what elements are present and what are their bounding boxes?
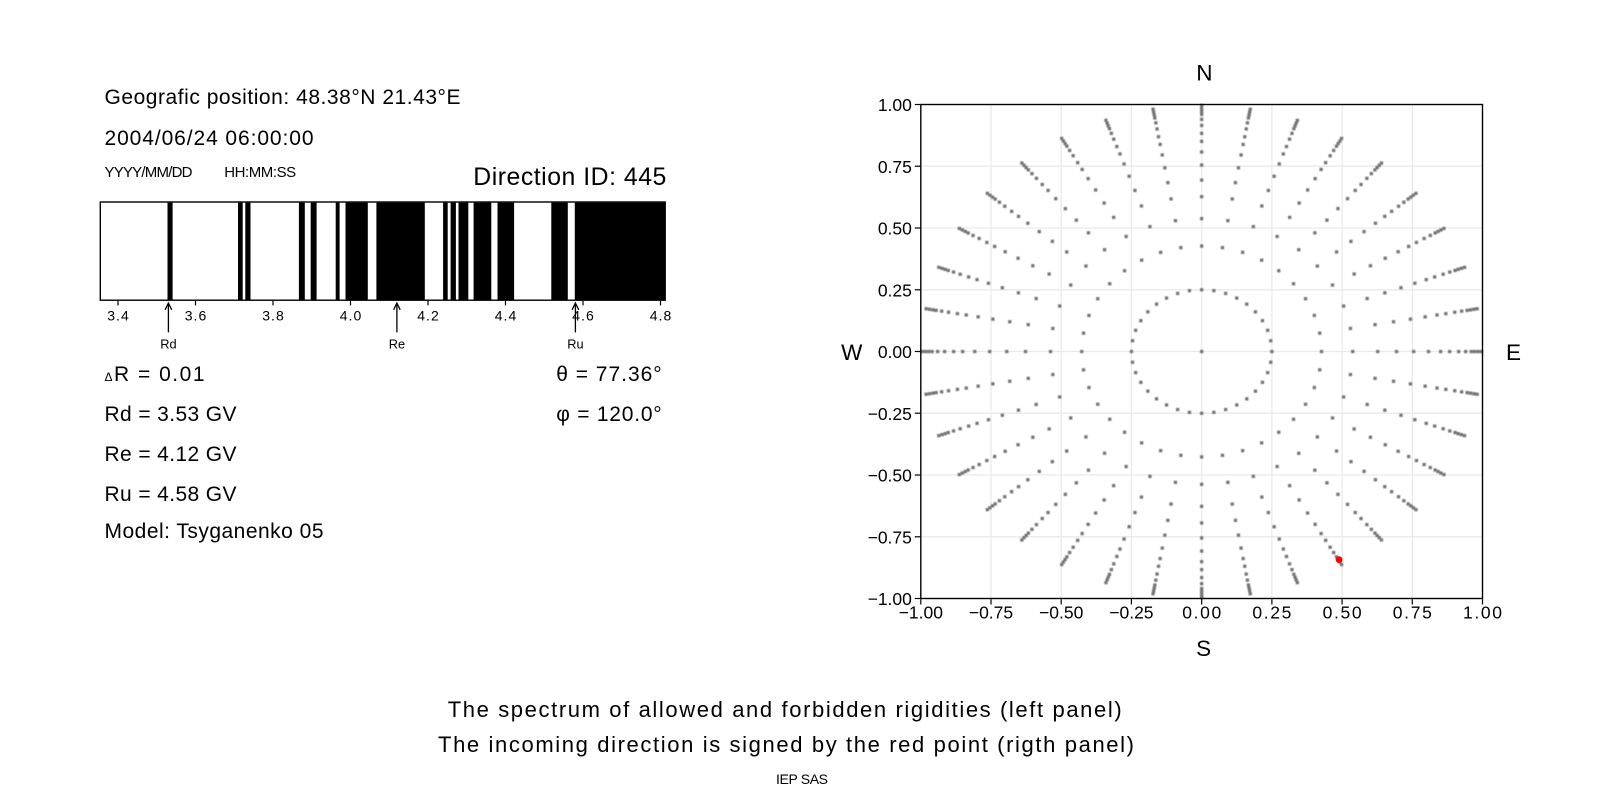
svg-text:−0.75: −0.75 <box>969 603 1013 623</box>
svg-text:0.75: 0.75 <box>878 157 912 177</box>
svg-text:Re = 4.12 GV: Re = 4.12 GV <box>105 443 237 466</box>
svg-text:−0.25: −0.25 <box>868 404 912 424</box>
svg-text:IEP SAS: IEP SAS <box>776 771 828 787</box>
svg-text:4.2: 4.2 <box>417 307 439 323</box>
svg-text:Ru: Ru <box>567 337 583 352</box>
svg-text:−0.25: −0.25 <box>1109 603 1153 623</box>
svg-text:2004/06/24 06:00:00: 2004/06/24 06:00:00 <box>105 127 314 150</box>
svg-text:YYYY/MM/DD: YYYY/MM/DD <box>105 164 193 181</box>
svg-text:3.6: 3.6 <box>185 307 207 323</box>
svg-text:HH:MM:SS: HH:MM:SS <box>224 164 296 181</box>
svg-text:0.25: 0.25 <box>1252 603 1291 623</box>
svg-text:4.0: 4.0 <box>340 307 362 323</box>
svg-text:The spectrum of allowed and fo: The spectrum of allowed and forbidden ri… <box>448 697 1122 722</box>
svg-text:3.8: 3.8 <box>262 307 284 323</box>
svg-text:4.8: 4.8 <box>650 307 672 323</box>
svg-text:The incoming direction is sign: The incoming direction is signed by the … <box>438 732 1134 757</box>
svg-text:Model: Tsyganenko 05: Model: Tsyganenko 05 <box>105 520 324 543</box>
svg-text:−0.50: −0.50 <box>868 466 913 486</box>
svg-text:Direction ID: 445: Direction ID: 445 <box>473 164 666 191</box>
svg-text:0.00: 0.00 <box>1182 603 1221 623</box>
svg-text:N: N <box>1196 61 1212 86</box>
svg-text:1.00: 1.00 <box>878 95 912 115</box>
svg-text:0.50: 0.50 <box>878 219 912 239</box>
svg-text:−1.00: −1.00 <box>899 603 944 623</box>
svg-text:4.4: 4.4 <box>495 307 517 323</box>
svg-text:0.50: 0.50 <box>1323 603 1362 623</box>
svg-text:3.4: 3.4 <box>107 307 129 323</box>
svg-text:Rd: Rd <box>160 337 176 352</box>
svg-text:−0.75: −0.75 <box>868 527 912 547</box>
svg-text:−1.00: −1.00 <box>868 589 913 609</box>
svg-text:E: E <box>1506 340 1521 365</box>
svg-text:Geografic position: 48.38°N 21: Geografic position: 48.38°N 21.43°E <box>105 86 461 109</box>
svg-text:4.6: 4.6 <box>572 307 594 323</box>
svg-text:Re: Re <box>389 337 405 352</box>
svg-text:0.75: 0.75 <box>1393 603 1432 623</box>
svg-text:0.25: 0.25 <box>878 280 912 300</box>
svg-text:1.00: 1.00 <box>1463 603 1502 623</box>
svg-text:0.00: 0.00 <box>878 342 912 362</box>
svg-text:Rd = 3.53 GV: Rd = 3.53 GV <box>105 403 237 426</box>
svg-text:φ = 120.0°: φ = 120.0° <box>556 403 662 426</box>
svg-text:ΔR = 0.01: ΔR = 0.01 <box>105 363 205 386</box>
svg-text:W: W <box>841 340 863 365</box>
svg-text:S: S <box>1196 636 1211 661</box>
svg-text:−0.50: −0.50 <box>1039 603 1084 623</box>
svg-text:Ru = 4.58 GV: Ru = 4.58 GV <box>105 483 237 506</box>
svg-text:θ = 77.36°: θ = 77.36° <box>556 363 662 386</box>
